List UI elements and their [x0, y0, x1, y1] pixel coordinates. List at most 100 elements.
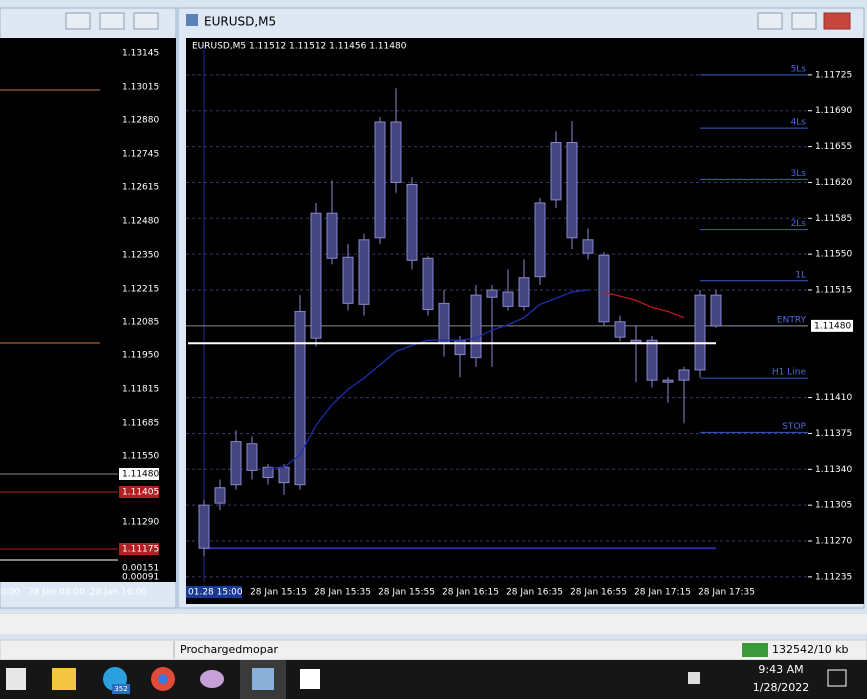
candle-body	[230, 441, 242, 486]
time-label: 28 Jan 08:00	[28, 588, 85, 598]
maximize-button[interactable]	[791, 12, 817, 30]
close-button[interactable]	[823, 12, 851, 30]
y-tick-label: 1.11375	[815, 429, 852, 439]
y-tick-label: 1.11655	[815, 142, 852, 152]
candle-body	[294, 311, 306, 486]
level-label: 3Ls	[791, 169, 807, 179]
calculator-icon[interactable]	[6, 668, 26, 690]
candle-body	[710, 294, 722, 327]
app-icon[interactable]	[300, 669, 320, 689]
left-labels: 1.13145 1.13015 1.12880 1.12745 1.12615 1.124…	[0, 49, 159, 598]
candle-body	[614, 321, 626, 338]
candle-body	[598, 254, 610, 323]
y-tick-label: 1.11620	[815, 178, 852, 188]
x-tick-label: 28 Jan 17:15	[634, 588, 691, 598]
price-label: 1.11685	[122, 419, 159, 429]
price-label: 1.12085	[122, 318, 159, 328]
metatrader-icon	[252, 668, 274, 690]
price-label: 1.13015	[122, 83, 159, 93]
notification-icon[interactable]	[827, 669, 847, 687]
close-button[interactable]	[133, 12, 159, 30]
candle-body	[406, 184, 418, 261]
window-icon	[186, 14, 198, 26]
y-tick-label: 1.11305	[815, 501, 852, 511]
candle-body	[678, 369, 690, 381]
time-axis	[186, 582, 864, 604]
candle-body	[470, 294, 482, 359]
y-tick-label: 1.11725	[815, 70, 852, 80]
price-label: 1.13145	[122, 49, 159, 59]
maximize-button[interactable]	[99, 12, 125, 30]
chrome-center	[158, 674, 168, 684]
candle-body	[694, 294, 706, 371]
candle-body	[342, 256, 354, 304]
status-profile: Prochargedmopar	[180, 643, 278, 656]
window-title: EURUSD,M5	[204, 15, 276, 29]
level-label: 2Ls	[791, 219, 807, 229]
x-tick-label: 01.28 15:00	[188, 588, 243, 598]
explorer-icon[interactable]	[52, 668, 76, 690]
y-tick-label: 1.11690	[815, 106, 852, 116]
candle-body	[422, 257, 434, 310]
indicator-label: 0.00091	[122, 573, 159, 583]
candle-body	[646, 339, 658, 381]
taskbar	[0, 660, 867, 699]
candle-body	[310, 212, 322, 339]
y-tick-label: 1.11270	[815, 537, 852, 547]
level-label: 1L	[795, 270, 806, 280]
time-highlight	[186, 586, 242, 598]
scrollbar[interactable]	[0, 614, 867, 634]
x-tick-label: 28 Jan 15:35	[314, 588, 371, 598]
level-label: 4Ls	[791, 118, 807, 128]
candle-body	[518, 277, 530, 307]
status-bar	[0, 639, 867, 661]
x-tick-label: 28 Jan 16:35	[506, 588, 563, 598]
candle-body	[486, 289, 498, 298]
y-tick-label: 1.11410	[815, 393, 852, 403]
clock-time: 9:43 AM	[758, 663, 803, 676]
candlestick-chart: 1.11725 1.11690 1.11655 1.11620 1.11585 1.115…	[186, 64, 853, 598]
candle-body	[502, 291, 514, 307]
x-tick-label: 28 Jan 15:55	[378, 588, 435, 598]
price-label: 1.11405	[122, 488, 159, 498]
indicator-line	[267, 289, 589, 469]
y-tick-label: 1.11235	[815, 572, 852, 582]
candle-body	[214, 487, 226, 504]
price-label: 1.11290	[122, 518, 159, 528]
price-label: 1.11175	[122, 545, 159, 555]
price-label: 1.12880	[122, 116, 159, 126]
x-tick-label: 28 Jan 16:15	[442, 588, 499, 598]
candle-body	[662, 379, 674, 383]
candle-body	[390, 121, 402, 183]
minimize-button[interactable]	[757, 12, 783, 30]
candle-body	[262, 466, 274, 479]
price-box	[119, 543, 159, 555]
tray-icon[interactable]	[688, 672, 700, 684]
level-label: ENTRY	[777, 315, 807, 325]
minimize-button[interactable]	[65, 12, 91, 30]
candle-body	[198, 504, 210, 549]
price-box	[119, 468, 159, 480]
x-tick-label: 28 Jan 17:35	[698, 588, 755, 598]
x-tick-label: 28 Jan 15:15	[250, 588, 307, 598]
price-label: 1.12745	[122, 150, 159, 160]
candle-body	[278, 466, 290, 484]
price-box	[119, 486, 159, 498]
candle-body	[630, 339, 642, 343]
price-label: 1.12350	[122, 251, 159, 261]
app-icon[interactable]	[200, 670, 224, 688]
y-tick-label: 1.11585	[815, 214, 852, 224]
candle-body	[582, 239, 594, 254]
status-traffic: 132542/10 kb	[772, 643, 849, 656]
time-label: 28 Jan 16:00	[90, 588, 147, 598]
candle-body	[358, 239, 370, 305]
clock-date: 1/28/2022	[753, 681, 809, 694]
candle-body	[374, 121, 386, 239]
candle-body	[566, 141, 578, 239]
candle-body	[534, 202, 546, 278]
left-chart-area	[0, 38, 118, 582]
badge-count: 352	[114, 685, 127, 693]
price-label: 1.11950	[122, 351, 159, 361]
level-label: STOP	[782, 422, 806, 432]
